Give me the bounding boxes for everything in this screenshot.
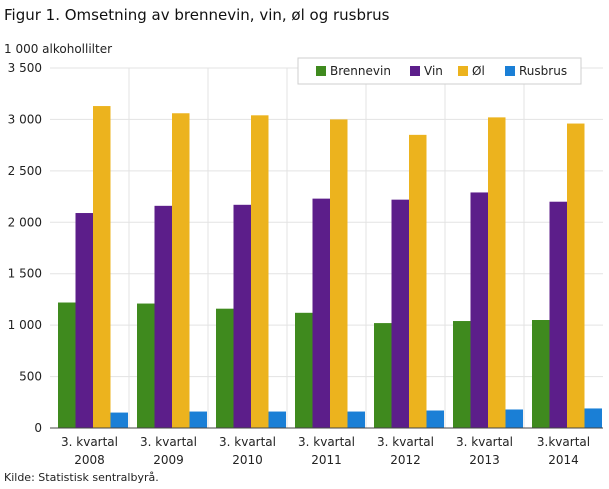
bar-vin-2012 xyxy=(391,199,409,428)
y-tick-label: 3 500 xyxy=(8,61,42,75)
bar-vin-2008 xyxy=(75,213,93,428)
y-tick-label: 500 xyxy=(19,370,42,384)
bar-brennevin-2013 xyxy=(453,321,471,428)
legend-swatch-0 xyxy=(316,66,326,76)
x-tick-label-quarter: 3. kvartal xyxy=(456,435,513,449)
y-tick-label: 1 500 xyxy=(8,267,42,281)
bar-brennevin-2008 xyxy=(58,302,76,428)
bar-rusbrus-2008 xyxy=(110,412,128,428)
bar-rusbrus-2012 xyxy=(426,410,444,428)
x-tick-label-quarter: 3. kvartal xyxy=(377,435,434,449)
x-tick-label-year: 2011 xyxy=(311,453,342,467)
y-tick-label: 3 000 xyxy=(8,112,42,126)
bar-brennevin-2009 xyxy=(137,303,155,428)
bar-rusbrus-2014 xyxy=(584,408,602,428)
x-tick-label-quarter: 3. kvartal xyxy=(298,435,355,449)
x-tick-label-year: 2014 xyxy=(548,453,579,467)
source-note: Kilde: Statistisk sentralbyrå. xyxy=(4,471,159,484)
bar-brennevin-2010 xyxy=(216,308,234,428)
x-tick-label-year: 2013 xyxy=(469,453,500,467)
x-tick-label-quarter: 3. kvartal xyxy=(140,435,197,449)
legend-box xyxy=(297,57,582,85)
bar-øl-2014 xyxy=(567,123,585,429)
bar-vin-2010 xyxy=(233,204,251,428)
y-tick-label: 2 000 xyxy=(8,215,42,229)
x-tick-label-year: 2012 xyxy=(390,453,421,467)
legend-label: Rusbrus xyxy=(519,64,567,78)
x-tick-label-quarter: 3. kvartal xyxy=(219,435,276,449)
bar-vin-2014 xyxy=(549,201,567,428)
legend-swatch-1 xyxy=(410,66,420,76)
bar-vin-2011 xyxy=(312,198,330,428)
bar-øl-2010 xyxy=(251,115,269,429)
bar-rusbrus-2013 xyxy=(505,409,523,428)
bar-øl-2011 xyxy=(330,119,348,428)
y-tick-label: 2 500 xyxy=(8,164,42,178)
bar-øl-2012 xyxy=(409,134,427,428)
bar-vin-2009 xyxy=(154,205,172,428)
legend-label: Øl xyxy=(472,64,485,78)
chart-title: Figur 1. Omsetning av brennevin, vin, øl… xyxy=(4,6,390,24)
x-tick-label-year: 2008 xyxy=(74,453,105,467)
bar-rusbrus-2009 xyxy=(189,411,207,428)
bar-øl-2009 xyxy=(172,113,190,428)
x-tick-label-quarter: 3. kvartal xyxy=(61,435,118,449)
x-tick-label-quarter: 3.kvartal xyxy=(537,435,590,449)
bar-rusbrus-2011 xyxy=(347,411,365,428)
bar-rusbrus-2010 xyxy=(268,411,286,428)
y-axis-unit-label: 1 000 alkohollilter xyxy=(4,42,113,56)
legend-label: Brennevin xyxy=(330,64,391,78)
legend-swatch-3 xyxy=(505,66,515,76)
y-tick-label: 1 000 xyxy=(8,318,42,332)
x-tick-label-year: 2009 xyxy=(153,453,184,467)
bar-brennevin-2011 xyxy=(295,312,313,428)
bar-brennevin-2012 xyxy=(374,323,392,428)
legend-swatch-2 xyxy=(458,66,468,76)
bar-vin-2013 xyxy=(470,192,488,428)
legend-label: Vin xyxy=(424,64,443,78)
y-tick-label: 0 xyxy=(34,421,42,435)
x-tick-label-year: 2010 xyxy=(232,453,263,467)
bar-øl-2008 xyxy=(93,106,111,429)
bar-øl-2013 xyxy=(488,117,506,428)
bar-brennevin-2014 xyxy=(532,320,550,428)
